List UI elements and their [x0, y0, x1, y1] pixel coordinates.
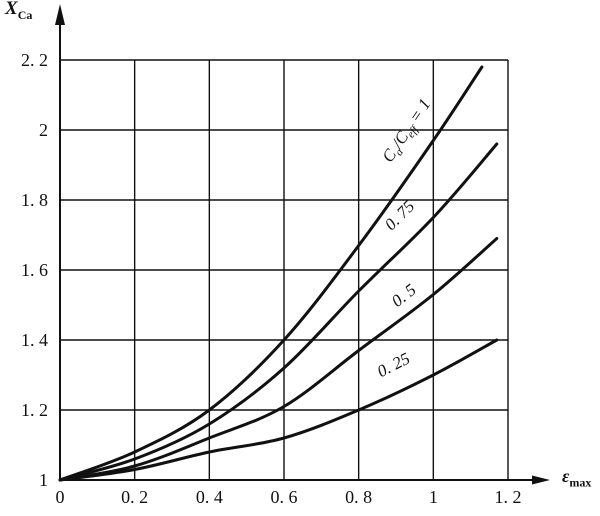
y-axis-arrowhead-icon — [55, 4, 65, 25]
y-tick-label: 1. 6 — [21, 260, 48, 280]
curve-label-ca-ratio-075: 0. 75 — [381, 197, 418, 234]
curve-ca-ratio-1 — [58, 65, 484, 482]
curve-label-ca-ratio-05: 0. 5 — [388, 280, 420, 311]
curve-ca-ratio-075 — [58, 142, 499, 482]
x-tick-label: 0 — [56, 487, 65, 507]
curve-ca-ratio-025 — [58, 338, 499, 482]
y-tick-label: 1. 2 — [21, 400, 48, 420]
y-tick-label: 1 — [39, 470, 48, 490]
x-tick-label: 0. 2 — [121, 487, 148, 507]
x-tick-label: 0. 6 — [270, 487, 297, 507]
x-axis-title: εmax — [562, 466, 591, 491]
x-axis-title-main: ε — [562, 466, 570, 486]
x-axis-arrowhead-icon — [532, 475, 550, 485]
x-tick-label: 0. 4 — [196, 487, 223, 507]
y-tick-label: 1. 4 — [21, 330, 48, 350]
y-axis-title-main: X — [5, 0, 18, 19]
curve-label-ca-ratio-025: 0. 25 — [374, 349, 413, 381]
y-tick-label: 1. 8 — [21, 190, 48, 210]
y-tick-label: 2 — [39, 120, 48, 140]
curve-ca-ratio-05 — [58, 237, 499, 482]
curve-label-ca-ratio-1: Ca/Ceff = 1 — [378, 95, 437, 167]
x-tick-label: 1. 2 — [494, 487, 521, 507]
x-axis-title-sub: max — [569, 475, 592, 490]
y-axis-title-sub: Ca — [17, 7, 33, 22]
y-tick-label: 2. 2 — [21, 50, 48, 70]
y-axis-title: XCa — [5, 0, 32, 23]
x-tick-label: 0. 8 — [345, 487, 372, 507]
x-tick-label: 1 — [429, 487, 438, 507]
